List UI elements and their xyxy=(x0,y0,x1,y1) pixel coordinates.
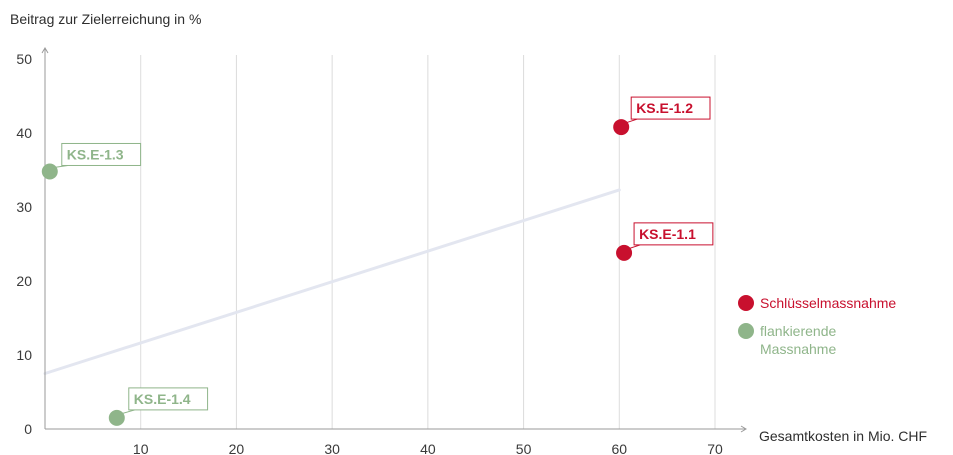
point-label-ks-e-1-4: KS.E-1.4 xyxy=(134,391,191,407)
grid-lines xyxy=(140,55,716,429)
legend-dot-flanking xyxy=(738,323,754,339)
x-tick-label-30: 30 xyxy=(324,441,340,455)
point-label-ks-e-1-2: KS.E-1.2 xyxy=(636,100,693,116)
label-box-ks-e-1-3 xyxy=(61,142,142,166)
x-axis-title: Gesamtkosten in Mio. CHF xyxy=(759,428,927,444)
x-tick-label-20: 20 xyxy=(229,441,245,455)
point-label-ks-e-1-3: KS.E-1.3 xyxy=(67,146,124,162)
label-box-ks-e-1-4 xyxy=(128,387,209,411)
legend: Schlüsselmassnahme flankierende Massnahm… xyxy=(738,294,896,368)
data-point-ks-e-1-2 xyxy=(613,119,630,136)
y-tick-label-30: 30 xyxy=(16,199,32,215)
data-point-ks-e-1-3 xyxy=(41,163,58,180)
data-point-ks-e-1-1 xyxy=(616,244,633,261)
y-tick-label-10: 10 xyxy=(16,347,32,363)
y-tick-label-40: 40 xyxy=(16,125,32,141)
point-label-ks-e-1-1: KS.E-1.1 xyxy=(639,226,696,242)
x-tick-label-50: 50 xyxy=(516,441,532,455)
y-tick-label-0: 0 xyxy=(24,421,32,437)
axes xyxy=(41,47,747,433)
x-axis-arrow xyxy=(740,425,747,433)
label-box-ks-e-1-1 xyxy=(633,222,714,246)
y-tick-label-50: 50 xyxy=(16,51,32,67)
legend-item-flanking: flankierende Massnahme xyxy=(738,322,896,358)
x-tick-label-10: 10 xyxy=(133,441,149,455)
legend-label-flanking: flankierende Massnahme xyxy=(760,323,837,357)
x-tick-label-70: 70 xyxy=(707,441,723,455)
y-axis-title: Beitrag zur Zielerreichung in % xyxy=(10,11,201,27)
trend-line xyxy=(43,188,621,375)
trend-line-group xyxy=(43,188,621,375)
legend-dot-key xyxy=(738,295,754,311)
legend-item-key: Schlüsselmassnahme xyxy=(738,294,896,312)
y-axis-arrow xyxy=(41,47,49,54)
y-tick-label-20: 20 xyxy=(16,273,32,289)
data-points: KS.E-1.2 KS.E-1.1 KS.E-1.3 KS.E-1.4 xyxy=(41,96,714,426)
tick-labels: 10 20 30 40 50 60 70 0 10 20 30 40 50 xyxy=(16,51,723,455)
data-point-ks-e-1-4 xyxy=(108,409,125,426)
legend-label-key: Schlüsselmassnahme xyxy=(760,295,897,311)
label-box-ks-e-1-2 xyxy=(630,96,711,120)
x-tick-label-40: 40 xyxy=(420,441,436,455)
x-tick-label-60: 60 xyxy=(611,441,627,455)
